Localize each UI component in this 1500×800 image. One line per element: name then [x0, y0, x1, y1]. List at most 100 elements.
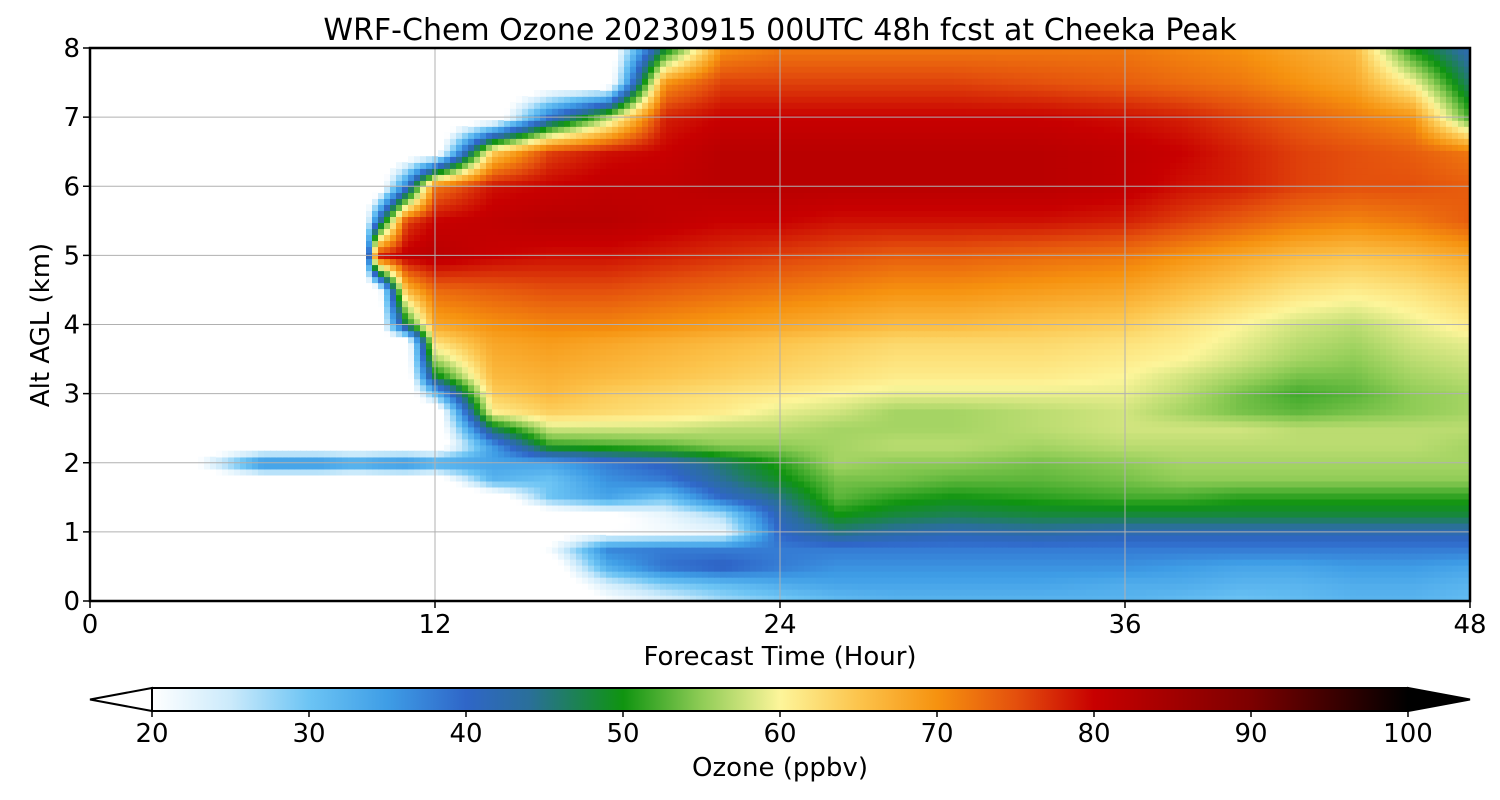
field-cell — [882, 504, 889, 512]
field-cell — [1212, 474, 1219, 482]
field-cell — [786, 576, 793, 584]
field-cell — [1266, 516, 1273, 524]
field-cell — [918, 450, 925, 458]
field-cell — [996, 588, 1003, 596]
field-cell — [1128, 564, 1135, 572]
field-cell — [1098, 540, 1105, 548]
field-cell — [948, 546, 955, 554]
field-cell — [990, 534, 997, 542]
field-cell — [1332, 486, 1339, 494]
field-cell — [564, 552, 571, 560]
field-cell — [756, 420, 763, 428]
field-cell — [1014, 540, 1021, 548]
field-cell — [1176, 510, 1183, 518]
field-cell — [1452, 432, 1459, 440]
field-cell — [1128, 510, 1135, 518]
field-cell — [1080, 498, 1087, 506]
field-cell — [600, 498, 607, 506]
field-cell — [606, 456, 613, 464]
field-cell — [1068, 594, 1075, 601]
field-cell — [954, 552, 961, 560]
field-cell — [1266, 492, 1273, 500]
field-cell — [906, 588, 913, 596]
field-cell — [918, 570, 925, 578]
field-cell — [720, 486, 727, 494]
field-cell — [342, 462, 349, 470]
field-cell — [1398, 576, 1405, 584]
field-cell — [1350, 474, 1357, 482]
field-cell — [1260, 582, 1267, 590]
field-cell — [1080, 438, 1087, 446]
field-cell — [1038, 516, 1045, 524]
field-cell — [1194, 534, 1201, 542]
field-cell — [1200, 474, 1207, 482]
field-cell — [1434, 438, 1441, 446]
field-cell — [1212, 540, 1219, 548]
field-cell — [480, 438, 487, 446]
field-cell — [1428, 534, 1435, 542]
field-cell — [1338, 588, 1345, 596]
field-cell — [1302, 564, 1309, 572]
field-cell — [630, 444, 637, 452]
field-cell — [948, 462, 955, 470]
field-cell — [1134, 516, 1141, 524]
field-cell — [1110, 516, 1117, 524]
field-cell — [558, 462, 565, 470]
field-cell — [720, 594, 727, 601]
field-cell — [684, 474, 691, 482]
field-cell — [804, 486, 811, 494]
field-cell — [726, 438, 733, 446]
field-cell — [1350, 498, 1357, 506]
field-cell — [846, 558, 853, 566]
field-cell — [708, 546, 715, 554]
field-cell — [1404, 516, 1411, 524]
field-cell — [744, 594, 751, 601]
field-cell — [1188, 594, 1195, 601]
field-cell — [570, 534, 577, 542]
field-cell — [450, 474, 457, 482]
field-cell — [858, 486, 865, 494]
field-cell — [882, 510, 889, 518]
field-cell — [1290, 432, 1297, 440]
field-cell — [546, 438, 553, 446]
field-cell — [1314, 474, 1321, 482]
field-cell — [744, 588, 751, 596]
field-cell — [822, 438, 829, 446]
field-cell — [594, 462, 601, 470]
field-cell — [882, 438, 889, 446]
field-cell — [1272, 432, 1279, 440]
field-cell — [1050, 486, 1057, 494]
field-cell — [990, 576, 997, 584]
field-cell — [846, 432, 853, 440]
field-cell — [1038, 462, 1045, 470]
field-cell — [750, 456, 757, 464]
field-cell — [738, 498, 745, 506]
field-cell — [960, 510, 967, 518]
field-cell — [618, 534, 625, 542]
field-cell — [1320, 426, 1327, 434]
field-cell — [354, 450, 361, 458]
field-cell — [504, 462, 511, 470]
field-cell — [654, 444, 661, 452]
field-cell — [1410, 522, 1417, 530]
field-cell — [486, 468, 493, 476]
field-cell — [684, 546, 691, 554]
field-cell — [612, 492, 619, 500]
field-cell — [972, 516, 979, 524]
field-cell — [1110, 534, 1117, 542]
field-cell — [852, 504, 859, 512]
field-cell — [1128, 498, 1135, 506]
field-cell — [792, 534, 799, 542]
field-cell — [1206, 474, 1213, 482]
field-cell — [894, 480, 901, 488]
field-cell — [1320, 504, 1327, 512]
field-cell — [420, 450, 427, 458]
field-cell — [1032, 546, 1039, 554]
field-cell — [1308, 594, 1315, 601]
field-cell — [1062, 468, 1069, 476]
field-cell — [1248, 456, 1255, 464]
field-cell — [1212, 426, 1219, 434]
field-cell — [768, 540, 775, 548]
field-cell — [1002, 426, 1009, 434]
field-cell — [1422, 546, 1429, 554]
